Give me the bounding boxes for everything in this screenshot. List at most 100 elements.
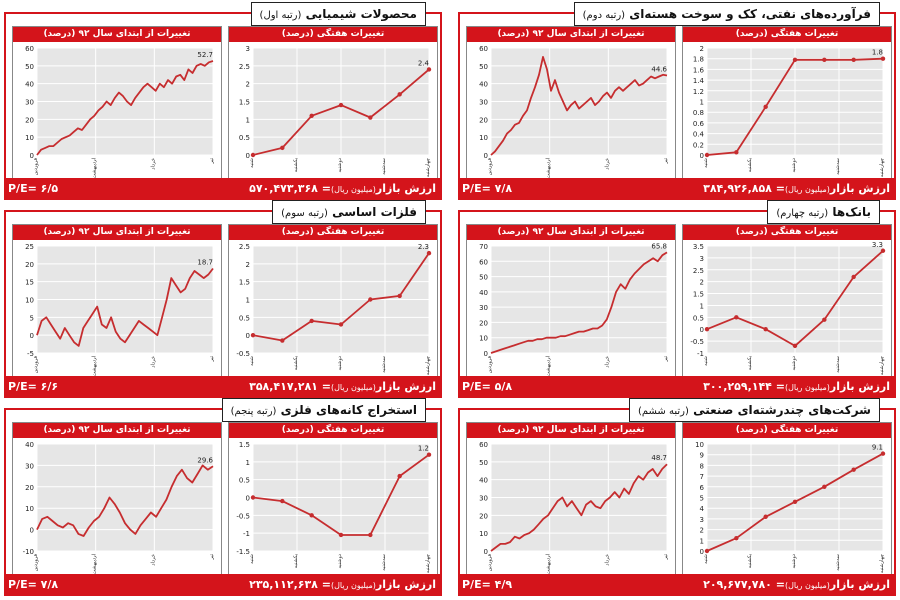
pe-ratio: P/E= ۴/۹ [462,578,512,591]
sector-panel: بانک‌ها (رتبه چهارم) تغییرات هفتگی (درصد… [458,200,896,398]
panel-title: شرکت‌های چندرشته‌ای صنعتی (رتبه ششم) [628,398,880,422]
pe-value: ۵/۸ [494,380,513,393]
market-value-unit: (میلیون ریال) [784,581,830,590]
pe-value: ۷/۸ [40,578,59,591]
x-tick-label: سه‌شنبه [835,554,841,571]
x-tick-label: دوشنبه [337,554,343,569]
y-tick-label: 0 [246,495,250,503]
series-line [490,251,668,354]
ytd-change-chart: تغییرات از ابتدای سال ۹۲ (درصد) 0 10 20 30 4… [12,26,222,180]
y-tick-label: 0 [700,326,704,334]
market-value: ارزش بازار(میلیون ریال)= ۳۰۰,۲۵۹,۱۴۴ [703,380,890,393]
chart-title: تغییرات از ابتدای سال ۹۲ (درصد) [13,27,221,42]
y-tick-label: 50 [25,63,34,71]
market-value-number: ۳۰۰,۲۵۹,۱۴۴ [703,380,772,393]
series-line [490,463,668,552]
pe-ratio: P/E= ۶/۶ [8,380,58,393]
y-tick-label: -0.5 [690,338,704,346]
panel-rank: (رتبه اول) [259,10,302,21]
x-tick-label: چهارشنبه [425,554,431,573]
y-tick-label: 60 [479,45,488,53]
y-tick-label: 10 [479,335,488,343]
panel-footer: P/E= ۷/۸ ارزش بازار(میلیون ریال)= ۲۳۵,۱۱… [4,574,442,596]
pe-value: ۶/۵ [40,182,59,195]
market-value-unit: (میلیون ریال) [330,581,376,590]
panel-footer: P/E= ۴/۹ ارزش بازار(میلیون ریال)= ۲۰۹,۶۷… [458,574,896,596]
market-value: ارزش بازار(میلیون ریال)= ۳۵۸,۴۱۷,۲۸۱ [249,380,436,393]
y-tick-label: 1 [700,99,704,107]
y-tick-label: -1 [697,350,704,358]
panel-title: استخراج کانه‌های فلزی (رتبه پنجم) [221,398,426,422]
end-value-label: 29.6 [197,456,213,464]
y-tick-label: 20 [25,116,34,124]
x-tick-label: تیر [209,553,215,560]
y-tick-label: 0 [246,152,250,160]
chart-title: تغییرات از ابتدای سال ۹۲ (درصد) [467,423,675,438]
pe-value: ۴/۹ [494,578,513,591]
line-chart-svg: 0 10 20 30 40 50 60 70 فروردین اردیبهشت خرداد تیر 65… [479,242,669,376]
panel-rank: (رتبه چهارم) [776,208,829,219]
x-tick-label: شنبه [703,158,709,168]
x-tick-label: چهارشنبه [425,356,431,375]
x-tick-label: چهارشنبه [879,356,885,375]
market-value-unit: (میلیون ریال) [330,185,376,194]
data-point [704,152,710,158]
data-point [250,332,256,338]
y-tick-label: 20 [25,261,34,269]
data-point [851,274,856,280]
data-point [338,532,344,538]
weekly-change-chart: تغییرات هفتگی (درصد) -1.5 -1 -0.5 0 0.5 1 1.5 ش… [228,422,438,576]
y-tick-label: 1.2 [693,88,704,96]
chart-title: تغییرات از ابتدای سال ۹۲ (درصد) [467,27,675,42]
chart-title: تغییرات هفتگی (درصد) [229,225,437,240]
data-point [397,293,402,299]
plot-area [491,246,667,353]
weekly-change-chart: تغییرات هفتگی (درصد) 0 0.2 0.4 0.6 0.8 1 1.2 1.… [682,26,892,180]
panel-title-text: فرآورده‌های نفتی، کک و سوخت هسته‌ای [629,7,871,21]
x-tick-label: اردیبهشت [92,158,98,179]
data-point [250,495,256,500]
plot-area [37,444,213,551]
y-tick-label: -0.5 [236,512,250,520]
y-tick-label: 30 [479,495,488,503]
data-point [250,152,256,158]
x-tick-label: یکشنبه [747,157,753,172]
y-tick-label: 50 [479,63,488,71]
panel-rank: (رتبه پنجم) [230,406,277,417]
x-tick-label: یکشنبه [293,157,299,172]
data-point [734,150,739,155]
y-tick-label: 0.8 [693,109,704,117]
x-tick-label: شنبه [703,554,709,564]
y-tick-label: 0 [484,350,488,358]
panel-footer: P/E= ۶/۵ ارزش بازار(میلیون ریال)= ۵۷۰,۴۷… [4,178,442,200]
y-tick-label: 2.5 [693,267,704,275]
panel-rank: (رتبه دوم) [582,10,626,21]
x-tick-label: شنبه [249,554,255,564]
x-tick-label: اردیبهشت [546,554,552,575]
data-point [338,322,344,327]
x-tick-label: سه‌شنبه [381,554,387,571]
y-tick-label: 8 [700,462,704,470]
pe-prefix: P/E= [8,380,37,393]
end-value-label: 3.3 [872,241,883,249]
chart-title: تغییرات هفتگی (درصد) [229,423,437,438]
x-tick-label: خرداد [150,554,156,566]
data-point [426,67,432,72]
y-tick-label: -1 [243,530,250,538]
data-point [792,343,798,349]
y-tick-label: 3 [700,516,704,524]
data-point [397,92,402,97]
y-tick-label: 1.5 [239,441,250,449]
data-point [734,535,739,541]
x-tick-label: چهارشنبه [425,158,431,177]
series-line [36,60,214,156]
line-chart-svg: 0 10 20 30 40 50 60 فروردین اردیبهشت خرداد تیر 52.7 [25,45,215,179]
chart-title: تغییرات از ابتدای سال ۹۲ (درصد) [13,423,221,438]
y-tick-label: 25 [25,243,34,251]
y-tick-label: 0 [30,332,34,340]
y-tick-label: 10 [479,530,488,538]
x-tick-label: یکشنبه [293,553,299,568]
y-tick-label: 1 [246,297,250,305]
end-value-label: 2.3 [418,243,429,251]
x-tick-label: خرداد [150,158,156,170]
